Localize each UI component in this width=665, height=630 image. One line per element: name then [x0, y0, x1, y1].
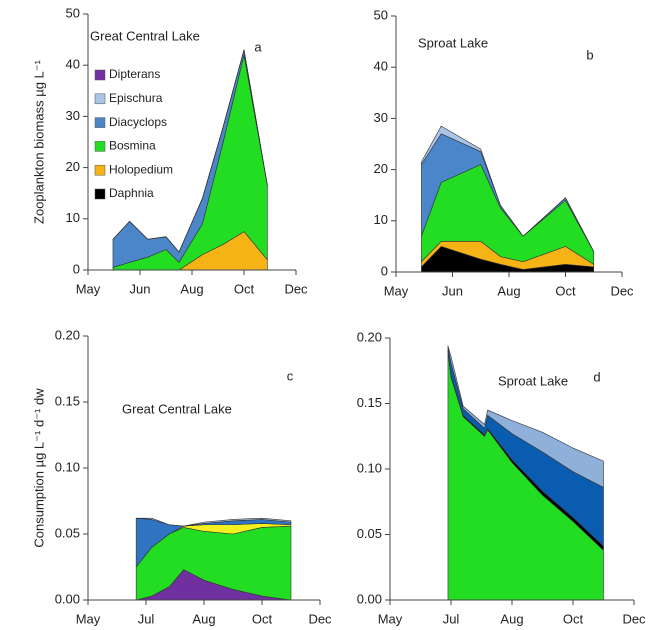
x-tick-label: Jul — [138, 611, 155, 626]
y-tick-label: 0.20 — [55, 327, 80, 342]
panel-label: a — [254, 39, 262, 54]
area — [135, 517, 292, 527]
x-tick-label: Aug — [500, 611, 523, 626]
legend-label: Holopedium — [109, 162, 173, 176]
y-tick-label: 20 — [374, 161, 388, 176]
legend-swatch — [94, 69, 106, 81]
legend-swatch — [94, 164, 106, 176]
legend-label: Dipterans — [109, 67, 160, 81]
y-tick-label: 0.20 — [357, 329, 382, 344]
x-tick-label: Dec — [622, 611, 646, 626]
y-tick-label: 50 — [66, 5, 80, 20]
x-tick-label: Aug — [192, 611, 215, 626]
y-tick-label: 0.00 — [357, 591, 382, 606]
x-tick-label: Dec — [284, 281, 308, 296]
y-tick-label: 30 — [374, 110, 388, 125]
x-tick-label: May — [384, 283, 409, 298]
panel-label: b — [586, 47, 593, 62]
legend-label: Daphnia — [109, 186, 154, 200]
x-tick-label: Jun — [130, 281, 151, 296]
area — [421, 125, 595, 252]
y-tick-label: 0.00 — [55, 591, 80, 606]
y-tick-label: 0 — [381, 263, 388, 278]
y-tick-label: 0.15 — [357, 395, 382, 410]
x-tick-label: May — [76, 281, 101, 296]
legend-swatch — [94, 93, 106, 105]
y-tick-label: 10 — [374, 212, 388, 227]
y-tick-label: 0.10 — [55, 459, 80, 474]
y-tick-label: 0.05 — [357, 526, 382, 541]
y-tick-label: 0 — [73, 261, 80, 276]
y-tick-label: 10 — [66, 210, 80, 225]
x-tick-label: Dec — [308, 611, 332, 626]
y-axis-label: Consumption µg L⁻¹ d⁻¹ dw — [31, 388, 46, 548]
legend-swatch — [94, 117, 106, 128]
x-tick-label: May — [378, 611, 403, 626]
legend-label: Epischura — [109, 91, 163, 105]
x-tick-label: Aug — [497, 283, 520, 298]
y-axis-label: Zooplankton biomass µg L⁻¹ — [31, 59, 46, 224]
legend-swatch — [94, 188, 106, 200]
panel-title: Great Central Lake — [90, 28, 200, 43]
y-tick-label: 0.05 — [55, 525, 80, 540]
legend-label: Bosmina — [109, 139, 156, 153]
area — [447, 345, 604, 488]
y-tick-label: 40 — [66, 57, 80, 72]
panel-title: Sproat Lake — [418, 35, 488, 50]
x-tick-label: Oct — [555, 283, 576, 298]
x-tick-label: Dec — [610, 283, 634, 298]
panel-title: Sproat Lake — [498, 373, 568, 388]
y-tick-label: 30 — [66, 108, 80, 123]
area — [112, 49, 268, 253]
x-tick-label: May — [76, 611, 101, 626]
y-tick-label: 0.10 — [357, 460, 382, 475]
x-tick-label: Oct — [234, 281, 255, 296]
x-tick-label: Jul — [443, 611, 460, 626]
y-tick-label: 40 — [374, 59, 388, 74]
y-tick-label: 20 — [66, 159, 80, 174]
panel-label: d — [593, 369, 600, 384]
panel-title: Great Central Lake — [122, 401, 232, 416]
x-tick-label: Jun — [442, 283, 463, 298]
y-tick-label: 0.15 — [55, 393, 80, 408]
x-tick-label: Aug — [180, 281, 203, 296]
legend-swatch — [94, 141, 106, 152]
y-tick-label: 50 — [374, 7, 388, 22]
panel-label: c — [287, 368, 294, 383]
x-tick-label: Oct — [563, 611, 584, 626]
legend-label: Diacyclops — [109, 115, 167, 129]
x-tick-label: Oct — [252, 611, 273, 626]
